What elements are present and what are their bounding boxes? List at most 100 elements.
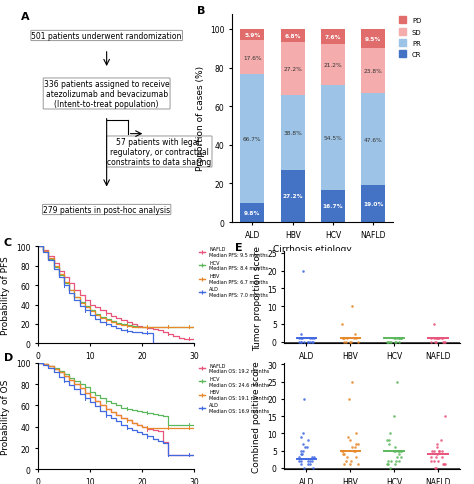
Text: 66.7%: 66.7%: [243, 137, 262, 142]
Point: [390, 334, 398, 342]
Point: [397, 334, 405, 342]
Point: [352, 334, 360, 342]
Point: [433, 443, 441, 451]
Point: [430, 320, 438, 328]
Point: [395, 334, 402, 342]
Y-axis label: Proportion of cases (%): Proportion of cases (%): [196, 66, 205, 171]
Point: [353, 440, 360, 448]
Point: [343, 454, 351, 461]
Bar: [321, 86, 345, 191]
Point: [295, 334, 302, 342]
Point: [298, 447, 305, 454]
Point: [339, 334, 347, 342]
Point: [438, 334, 446, 342]
Point: [391, 412, 398, 420]
Point: [392, 460, 399, 468]
Point: [430, 457, 438, 465]
Bar: [240, 75, 264, 204]
Text: 6.8%: 6.8%: [284, 34, 301, 39]
Point: [397, 334, 405, 342]
Legend: NAFLD
Median OS: 19.2 months, HCV
Median OS: 24.6 months, HBV
Median OS: 19.1 mo: NAFLD Median OS: 19.2 months, HCV Median…: [198, 361, 272, 415]
X-axis label: Cirrhosis etiology: Cirrhosis etiology: [273, 245, 352, 254]
Point: [340, 460, 347, 468]
Point: [345, 395, 352, 403]
Point: [342, 338, 350, 346]
Y-axis label: Tumor proportion score: Tumor proportion score: [253, 245, 262, 350]
Point: [398, 334, 405, 342]
Point: [383, 437, 391, 444]
Point: [432, 334, 440, 342]
Point: [430, 334, 438, 342]
Point: [391, 334, 398, 342]
Point: [354, 440, 362, 448]
Y-axis label: Probability of PFS: Probability of PFS: [1, 256, 10, 334]
Point: [392, 338, 400, 346]
Point: [430, 447, 438, 454]
Point: [352, 454, 360, 461]
Point: [387, 457, 394, 465]
Point: [339, 450, 346, 458]
Point: [299, 429, 307, 437]
Point: [441, 412, 449, 420]
Point: [438, 334, 446, 342]
Bar: [361, 48, 385, 94]
Y-axis label: Probability of OS: Probability of OS: [1, 378, 10, 454]
Point: [298, 334, 306, 342]
Point: [308, 334, 315, 342]
Point: [297, 460, 305, 468]
Point: [392, 457, 400, 465]
Point: [304, 437, 312, 444]
Point: [395, 447, 402, 454]
Text: 54.5%: 54.5%: [324, 136, 342, 140]
Point: [298, 334, 305, 342]
Point: [439, 460, 447, 468]
Text: 47.6%: 47.6%: [364, 137, 383, 143]
Point: [348, 443, 356, 451]
Legend: PD, SD, PR, CR: PD, SD, PR, CR: [397, 15, 424, 61]
Text: E: E: [235, 242, 243, 253]
Point: [351, 447, 358, 454]
Point: [385, 440, 392, 448]
Bar: [240, 30, 264, 41]
Point: [298, 450, 306, 458]
Point: [433, 334, 441, 342]
Point: [396, 334, 403, 342]
Point: [435, 334, 443, 342]
Text: 16.7%: 16.7%: [323, 204, 343, 209]
Text: B: B: [197, 6, 205, 16]
Point: [306, 338, 314, 346]
Point: [308, 454, 315, 461]
Point: [344, 433, 352, 441]
Point: [386, 338, 394, 346]
Text: 17.6%: 17.6%: [243, 56, 262, 61]
Point: [397, 454, 405, 461]
Text: 57 patients with legal,
regulatory, or contractual
constraints to data sharing: 57 patients with legal, regulatory, or c…: [107, 137, 211, 167]
Point: [395, 338, 402, 346]
Point: [434, 440, 441, 448]
Bar: [240, 41, 264, 75]
Text: 336 patients assigned to receive
atezolizumab and bevacizumab
(Intent-to-treat p: 336 patients assigned to receive atezoli…: [44, 79, 170, 109]
Point: [351, 331, 358, 339]
Point: [432, 464, 439, 471]
Point: [298, 331, 305, 339]
Text: 27.2%: 27.2%: [283, 67, 302, 72]
X-axis label: Months: Months: [100, 366, 133, 375]
Bar: [281, 43, 305, 95]
Point: [351, 447, 358, 454]
Point: [428, 454, 435, 461]
Point: [427, 457, 435, 465]
Bar: [240, 204, 264, 223]
Point: [384, 457, 392, 465]
Point: [300, 447, 307, 454]
Text: D: D: [3, 352, 13, 363]
Point: [441, 460, 448, 468]
Point: [339, 447, 347, 454]
Point: [346, 437, 354, 444]
Point: [393, 454, 401, 461]
Text: C: C: [3, 237, 12, 247]
Point: [431, 338, 439, 346]
Point: [427, 338, 435, 346]
Point: [304, 460, 312, 468]
Text: 279 patients in post-hoc analysis: 279 patients in post-hoc analysis: [43, 206, 170, 214]
Legend: NAFLD
Median PFS: 9.5 months, HCV
Median PFS: 8.4 months, HBV
Median PFS: 6.7 mo: NAFLD Median PFS: 9.5 months, HCV Median…: [198, 245, 270, 299]
